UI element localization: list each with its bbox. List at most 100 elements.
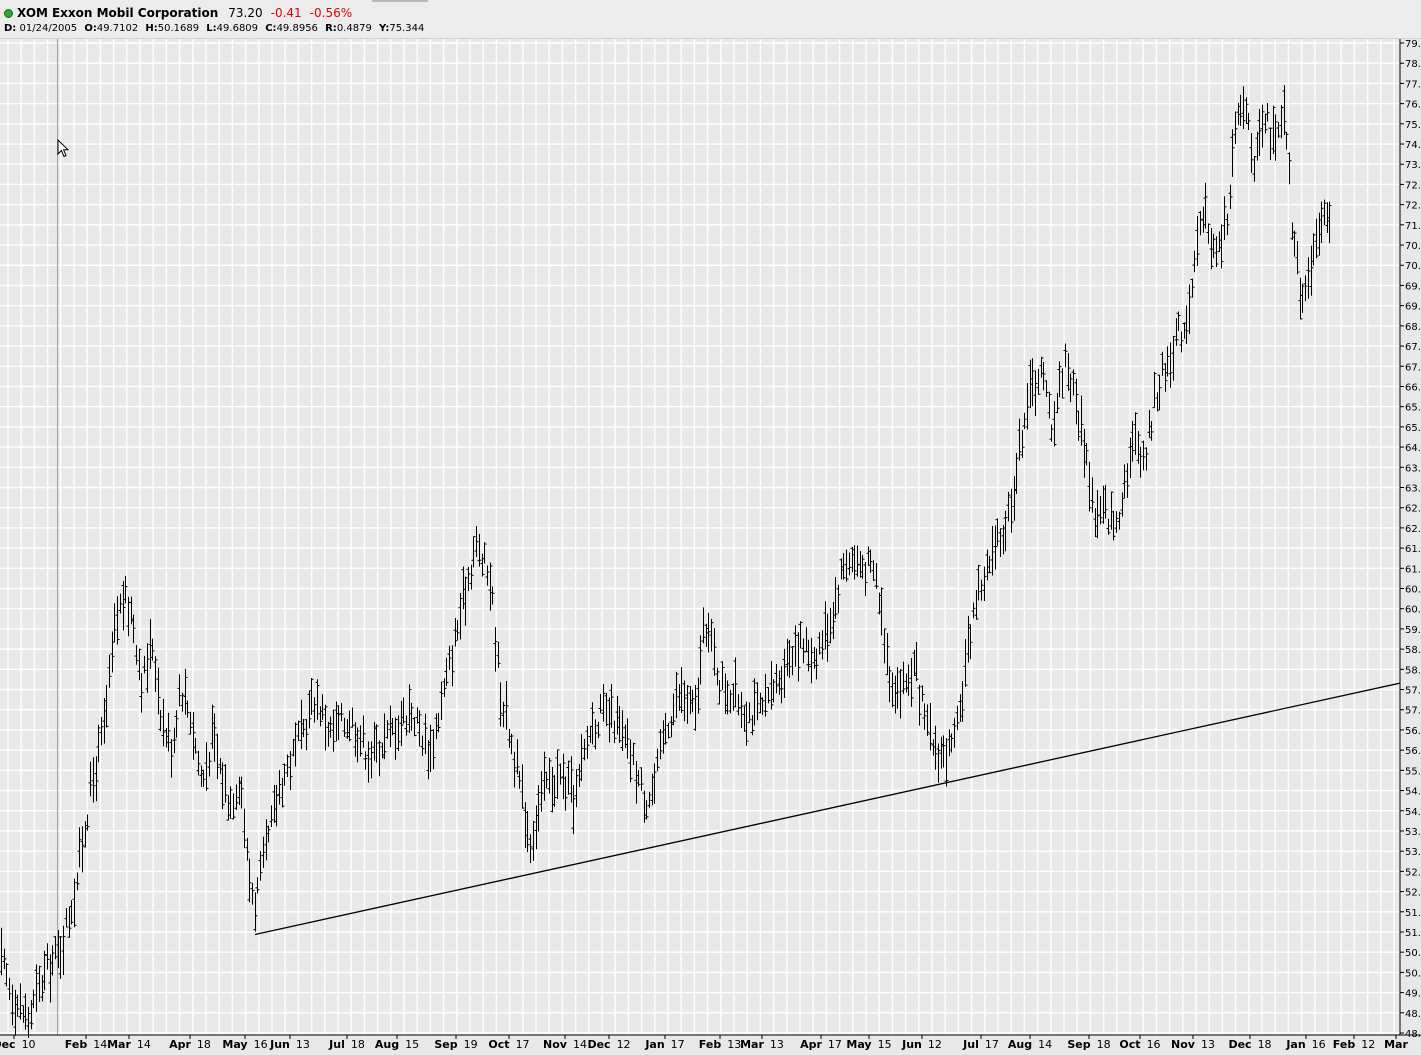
- ohlc-bar: [77, 827, 82, 868]
- ohlc-bar: [401, 697, 406, 724]
- ohlc-bar: [906, 664, 911, 696]
- ohlc-bar: [347, 710, 352, 742]
- ohlc-bar: [404, 715, 409, 736]
- ohlc-bar: [922, 703, 927, 730]
- ohlc-bar: [285, 754, 290, 778]
- mouse-pointer-icon: [57, 139, 69, 158]
- ohlc-bar: [188, 711, 193, 735]
- ohlc-bar: [658, 729, 663, 760]
- ohlc-bar: [787, 639, 792, 679]
- y-tick-label: 69.: [1405, 281, 1421, 292]
- ohlc-bar: [29, 1000, 34, 1030]
- y-tick-label: 56.: [1405, 726, 1421, 737]
- ohlc-bar: [925, 704, 930, 736]
- support-trendline[interactable]: [254, 682, 1401, 936]
- ohlc-bar: [901, 661, 906, 695]
- ohlc-bar: [593, 719, 598, 750]
- ohlc-bar: [1057, 361, 1062, 398]
- ohlc-bar: [85, 814, 90, 831]
- ohlc-bar: [1030, 358, 1035, 407]
- ohlc-bar: [42, 950, 47, 991]
- ohlc-bar: [847, 552, 852, 576]
- ohlc-bar: [725, 680, 730, 715]
- y-tick-label: 79.: [1405, 39, 1421, 50]
- ohlc-bar: [990, 525, 995, 576]
- ohlc-bar: [509, 733, 514, 755]
- y-tick-label: 62.: [1405, 524, 1421, 535]
- ohlc-bar: [1084, 443, 1089, 466]
- x-tick-label: Oct 17: [488, 1038, 529, 1051]
- ohlc-bar: [693, 685, 698, 731]
- ohlc-bar: [94, 756, 99, 802]
- ohlc-bar: [269, 805, 274, 828]
- ohlc-bar: [207, 751, 212, 777]
- high-label: H:: [145, 23, 158, 34]
- ohlc-bar: [960, 681, 965, 722]
- ohlc-bar: [493, 627, 498, 672]
- price-chart[interactable]: 79. 78. 77. 76. 75. 74. 73. 72. 72. 71. 70. 70. 69. 6…: [0, 39, 1421, 1055]
- ohlc-bar: [158, 709, 163, 732]
- ohlc-bar: [917, 684, 922, 726]
- price-change: -0.41: [270, 6, 302, 20]
- y-tick-label: 50.: [1405, 948, 1421, 959]
- y-tick-label: 58.: [1405, 665, 1421, 676]
- ohlc-bar: [968, 624, 973, 660]
- ohlc-bar: [67, 906, 72, 938]
- ohlc-bar: [312, 697, 317, 723]
- ohlc-bar: [1327, 201, 1332, 244]
- y-tick-label: 50.: [1405, 968, 1421, 979]
- ohlc-bar: [617, 705, 622, 743]
- close-value: 49.8956: [276, 23, 318, 34]
- ohlc-bar: [539, 771, 544, 812]
- ohlc-bar: [293, 722, 298, 767]
- ohlc-bar: [142, 655, 147, 674]
- price-bars: [0, 85, 1332, 1039]
- ohlc-bar: [1071, 369, 1076, 396]
- ohlc-bar: [871, 560, 876, 581]
- ohlc-bar: [644, 800, 649, 820]
- ohlc-bar: [296, 720, 301, 741]
- ohlc-bar: [1163, 362, 1168, 392]
- y-tick-label: 49.: [1405, 989, 1421, 1000]
- ohlc-bar: [690, 689, 695, 713]
- ohlc-bar: [1098, 496, 1103, 525]
- ohlc-bar: [831, 602, 836, 640]
- y-tick-label: 70.: [1405, 261, 1421, 272]
- range-value: 0.4879: [336, 23, 372, 34]
- ohlc-bar: [1276, 121, 1281, 138]
- ohlc-bar: [482, 542, 487, 564]
- ohlc-bar: [955, 705, 960, 731]
- ohlc-bar: [898, 669, 903, 719]
- ohlc-bar: [280, 777, 285, 808]
- price-axis[interactable]: 79. 78. 77. 76. 75. 74. 73. 72. 72. 71. 70. 70. 69. 6…: [1399, 39, 1421, 1040]
- ohlc-bar: [463, 576, 468, 626]
- ohlc-bar: [10, 984, 15, 1026]
- ohlc-bar: [1265, 103, 1270, 122]
- ohlc-bar: [1009, 488, 1014, 533]
- ohlc-bar: [409, 702, 414, 731]
- ohlc-bar: [879, 587, 884, 636]
- ohlc-bar: [258, 851, 263, 881]
- ohlc-bar: [255, 877, 260, 894]
- ohlc-bar: [215, 733, 220, 780]
- y-tick-label: 63.: [1405, 463, 1421, 474]
- tab-indicator[interactable]: [372, 0, 428, 2]
- ohlc-bar: [1144, 447, 1149, 471]
- ohlc-bar: [407, 684, 412, 734]
- ohlc-bar: [1149, 421, 1154, 441]
- x-tick-label: Feb 14: [65, 1038, 107, 1051]
- ohlc-bar: [844, 549, 849, 582]
- x-tick-label: Oct 16: [1119, 1038, 1160, 1051]
- ohlc-bar: [750, 715, 755, 736]
- ohlc-bar: [1063, 343, 1068, 368]
- ohlc-bar: [544, 771, 549, 789]
- ohlc-bar: [7, 977, 12, 1000]
- y-tick-label: 64.: [1405, 443, 1421, 454]
- ohlc-bar: [23, 993, 28, 1030]
- ohlc-bar: [37, 965, 42, 1002]
- ohlc-bar: [1195, 215, 1200, 267]
- trendline-layer[interactable]: [254, 682, 1401, 936]
- company-name: Exxon Mobil Corporation: [51, 6, 219, 20]
- ohlc-bar: [755, 682, 760, 721]
